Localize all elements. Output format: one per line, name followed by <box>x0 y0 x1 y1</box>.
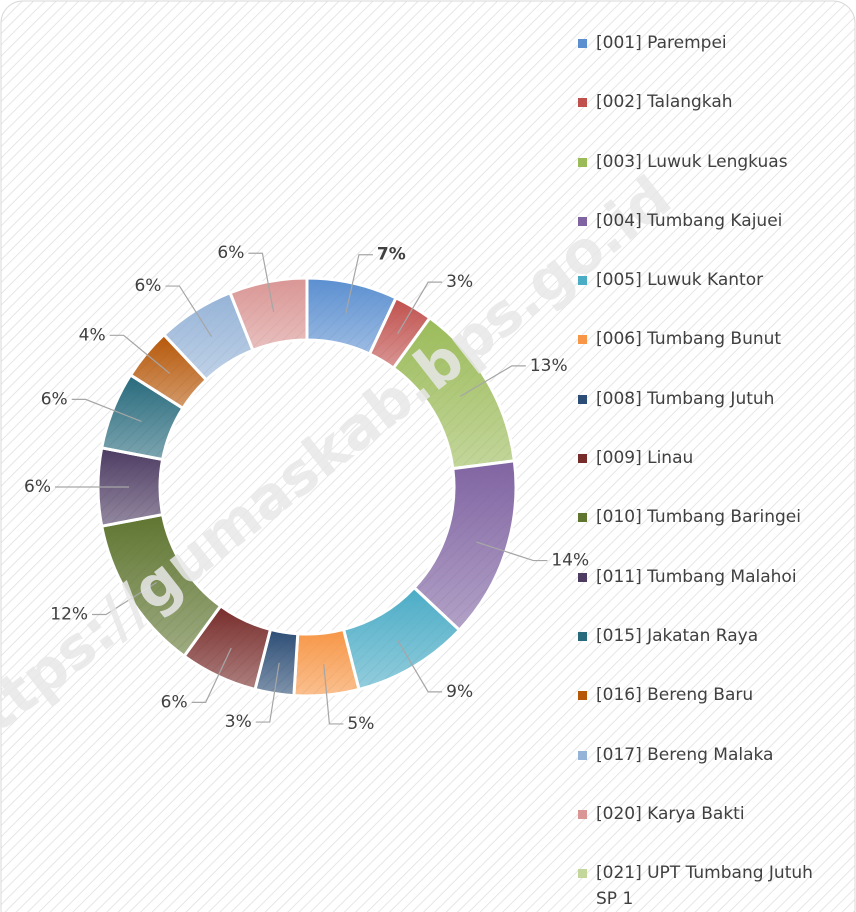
legend-label: [016] Bereng Baru <box>596 685 754 706</box>
data-label: 9% <box>446 682 473 702</box>
legend-item: [015] Jakatan Raya <box>576 623 838 682</box>
legend-swatch <box>578 39 587 48</box>
legend: [001] Parempei [002] Talangkah [003] Luwuk… <box>576 30 838 912</box>
legend-label: [017] Bereng Malaka <box>596 744 774 765</box>
legend-label: [008] Tumbang Jutuh <box>596 388 775 409</box>
data-label: 13% <box>530 356 568 376</box>
legend-label: [011] Tumbang Malahoi <box>596 566 797 587</box>
leader-line <box>109 334 171 375</box>
legend-item: [004] Tumbang Kajuei <box>576 208 838 267</box>
legend-item: [011] Tumbang Malahoi <box>576 564 838 623</box>
leader-line <box>345 254 373 314</box>
leader-line <box>165 285 213 338</box>
legend-label: [004] Tumbang Kajuei <box>596 210 783 231</box>
legend-label: [020] Karya Bakti <box>596 803 745 824</box>
legend-item: [010] Tumbang Baringei <box>576 504 838 563</box>
legend-label: [015] Jakatan Raya <box>596 625 759 646</box>
data-label: 14% <box>551 551 589 571</box>
data-label: 6% <box>134 276 161 296</box>
leader-line <box>248 252 275 313</box>
legend-label: [003] Luwuk Lengkuas <box>596 151 788 172</box>
leader-line <box>476 541 548 562</box>
legend-label: [002] Talangkah <box>596 92 733 113</box>
legend-item: [009] Linau <box>576 445 838 504</box>
leader-line <box>323 664 344 725</box>
legend-item: [008] Tumbang Jutuh <box>576 386 838 445</box>
legend-item: [001] Parempei <box>576 30 838 89</box>
legend-item: [020] Karya Bakti <box>576 801 838 860</box>
data-label: 7% <box>377 245 406 265</box>
legend-label: [001] Parempei <box>596 33 727 53</box>
legend-swatch <box>578 276 587 286</box>
legend-item: [003] Luwuk Lengkuas <box>576 149 838 208</box>
leader-line <box>191 647 232 703</box>
legend-swatch <box>578 394 587 404</box>
data-label: 12% <box>50 605 88 625</box>
data-label: 6% <box>161 692 188 712</box>
legend-item: [021] UPT Tumbang Jutuh SP 1 <box>576 860 838 912</box>
leader-line <box>459 365 526 397</box>
legend-swatch <box>578 216 587 226</box>
leader-line <box>397 639 443 693</box>
leader-line <box>71 398 142 423</box>
legend-swatch <box>578 335 587 345</box>
legend-item: [017] Bereng Malaka <box>576 742 838 801</box>
legend-label: [009] Linau <box>596 448 694 469</box>
data-label: 6% <box>41 389 68 409</box>
legend-item: [006] Tumbang Bunut <box>576 326 838 385</box>
legend-item: [002] Talangkah <box>576 89 838 148</box>
legend-swatch <box>578 572 587 582</box>
legend-label: [006] Tumbang Bunut <box>596 329 782 350</box>
legend-swatch <box>578 513 587 523</box>
legend-label: [005] Luwuk Kantor <box>596 270 764 291</box>
legend-item: [005] Luwuk Kantor <box>576 267 838 326</box>
leader-line <box>397 281 443 335</box>
data-label: 6% <box>217 243 244 263</box>
legend-label: [021] UPT Tumbang Jutuh SP 1 <box>596 863 813 910</box>
data-label: 5% <box>347 714 374 734</box>
data-label: 4% <box>79 325 106 345</box>
data-label: 3% <box>225 712 252 732</box>
legend-swatch <box>578 750 587 760</box>
legend-swatch <box>578 809 587 819</box>
legend-swatch <box>578 98 587 108</box>
data-label: 6% <box>24 477 51 497</box>
legend-item: [016] Bereng Baru <box>576 682 838 741</box>
legend-swatch <box>578 691 587 701</box>
data-label: 3% <box>446 272 473 292</box>
legend-swatch <box>578 869 587 879</box>
legend-label: [010] Tumbang Baringei <box>596 507 801 528</box>
legend-swatch <box>578 454 587 464</box>
legend-swatch <box>578 631 587 641</box>
leader-line <box>92 581 158 616</box>
leader-line <box>255 662 280 723</box>
legend-swatch <box>578 157 587 167</box>
